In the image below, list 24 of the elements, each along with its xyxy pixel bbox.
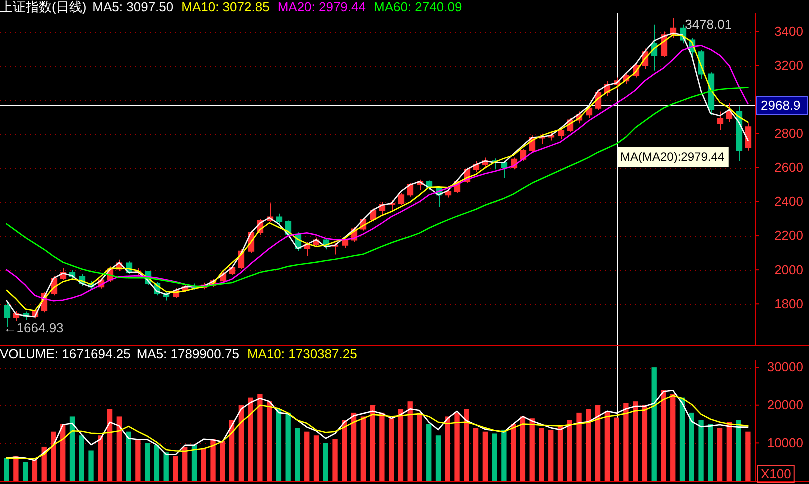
annotation: ←1664.93 [4, 320, 64, 336]
text: MA10: 3072.85 [182, 0, 270, 14]
chart-title: VOLUME: 1671694.25 [0, 346, 131, 362]
y-tick-label: 20000 [767, 398, 804, 413]
y-tick-label: 3400 [774, 24, 804, 39]
y-tick-label: 2800 [774, 126, 804, 142]
annotation: 3478.01 [685, 16, 732, 32]
y-tick-label: 30000 [767, 360, 804, 375]
text: MA60: 2740.09 [374, 0, 462, 14]
y-tick-label: 3200 [774, 58, 804, 73]
y-tick-label: 10000 [767, 435, 804, 450]
y-tick-label: 2600 [774, 160, 804, 176]
text: MA20: 2979.44 [278, 0, 366, 14]
ref-line-label: 2968.9 [761, 98, 801, 113]
annotation: MA(MA20):2979.44 [620, 150, 725, 164]
y-tick-label: 2000 [774, 262, 804, 278]
y-tick-label: 1800 [774, 296, 804, 312]
y-tick-label: 2400 [774, 194, 804, 210]
y-tick-label: 2200 [774, 228, 804, 244]
text: MA10: 1730387.25 [247, 346, 358, 362]
text: MA5: 3097.50 [92, 0, 174, 14]
chart-title: 上证指数(日线) [0, 0, 87, 14]
text: X100 [761, 466, 792, 482]
text: MA5: 1789900.75 [136, 346, 240, 362]
